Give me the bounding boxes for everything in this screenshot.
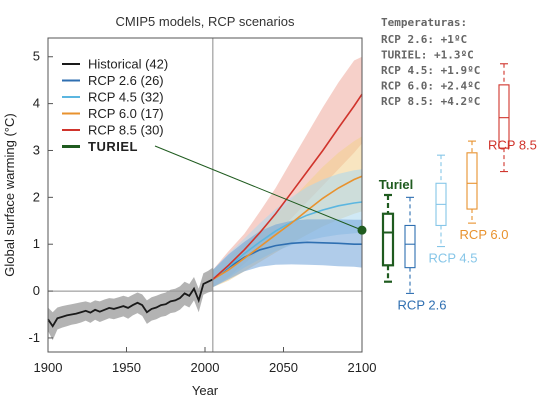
temperature-line: RCP 2.6: +1ºC: [381, 33, 467, 46]
y-tick-label: 3: [33, 142, 40, 157]
boxplot-label: RCP 6.0: [460, 227, 509, 242]
x-tick-label: 2100: [348, 360, 377, 375]
temperatures-panel: Temperaturas: RCP 2.6: +1ºC TURIEL: +1.3ºC…: [381, 16, 480, 108]
x-tick-label: 2000: [191, 360, 220, 375]
legend-label: Historical (42): [88, 57, 168, 72]
boxplot-rcp-4-5: RCP 4.5: [429, 154, 478, 266]
x-tick-label: 2050: [269, 360, 298, 375]
y-tick-label: 4: [33, 96, 40, 111]
y-tick-label: 0: [33, 283, 40, 298]
band-historical: [48, 267, 213, 341]
box: [381, 212, 395, 267]
boxplot-label: Turiel: [379, 177, 413, 192]
chart-title: CMIP5 models, RCP scenarios: [116, 14, 295, 29]
line-rcp-2-6: [212, 241, 362, 281]
line-historical: [47, 278, 214, 328]
turiel-leader: [154, 145, 367, 235]
boxplot-rcp-8-5: RCP 8.5: [488, 63, 537, 173]
legend-label: TURIEL: [88, 139, 138, 154]
turiel-marker: [357, 225, 367, 235]
line-rcp-8-5: [212, 93, 363, 280]
boxplot-label: RCP 4.5: [429, 251, 478, 266]
x-axis-title: Year: [192, 383, 219, 398]
x-tick-label: 1900: [34, 360, 63, 375]
uncertainty-bands: [48, 56, 362, 341]
boxplot-label: RCP 8.5: [488, 138, 537, 153]
legend-label: RCP 6.0 (17): [88, 106, 164, 121]
legend-label: RCP 2.6 (26): [88, 73, 164, 88]
legend-label: RCP 4.5 (32): [88, 90, 164, 105]
box: [404, 224, 416, 269]
boxplot-turiel: Turiel: [379, 177, 413, 283]
legend: Historical (42)RCP 2.6 (26)RCP 4.5 (32)R…: [62, 57, 168, 154]
temperature-line: RCP 6.0: +2.4ºC: [381, 80, 480, 93]
turiel-leader-line: [154, 145, 363, 231]
temperature-line: RCP 8.5: +4.2ºC: [381, 95, 480, 108]
y-tick-label: 2: [33, 189, 40, 204]
boxplot-rcp-6-0: RCP 6.0: [460, 140, 509, 242]
y-tick-label: -1: [28, 330, 40, 345]
temperature-line: TURIEL: +1.3ºC: [381, 49, 474, 62]
y-tick-label: 5: [33, 49, 40, 64]
band-rcp-2-6: [212, 219, 362, 288]
boxplot-rcp-2-6: RCP 2.6: [398, 196, 447, 312]
box: [498, 84, 510, 149]
boxplots: Turiel RCP 2.6 RCP 4.5 RCP 6.0 RCP 8.5: [379, 63, 537, 312]
box: [466, 152, 478, 210]
y-tick-label: 1: [33, 236, 40, 251]
legend-label: RCP 8.5 (30): [88, 123, 164, 138]
y-axis-title: Global surface warming (°C): [2, 113, 17, 276]
series-lines: [47, 93, 363, 328]
line-rcp-6-0: [212, 175, 363, 281]
axis-ticks: 1900 1950 2000 2050 2100 -1 0 1 2 3 4 5: [28, 49, 376, 375]
boxplot-label: RCP 2.6: [398, 297, 447, 312]
x-tick-label: 1950: [112, 360, 141, 375]
temperature-line: RCP 4.5: +1.9ºC: [381, 64, 480, 77]
temperatures-title: Temperaturas:: [381, 16, 467, 29]
band-rcp-8-5: [212, 56, 362, 288]
